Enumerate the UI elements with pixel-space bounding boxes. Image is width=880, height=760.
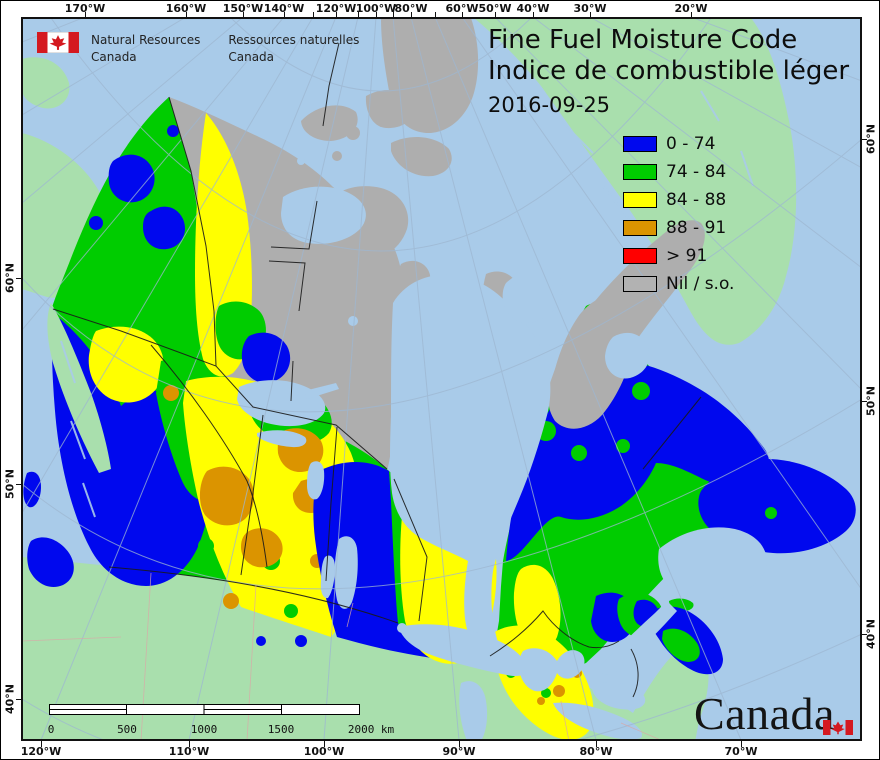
scale-label: 0 bbox=[47, 723, 55, 736]
map-title-fr: Indice de combustible léger bbox=[488, 56, 850, 86]
map-title-en: Fine Fuel Moisture Code bbox=[488, 25, 798, 55]
legend-row: > 91 bbox=[623, 242, 734, 270]
agency-name-fr-line2: Canada bbox=[228, 50, 275, 64]
legend-swatch-red bbox=[623, 248, 657, 264]
boundaries bbox=[52, 42, 702, 698]
scale-label: 1000 bbox=[190, 723, 218, 736]
legend-label: > 91 bbox=[666, 246, 708, 266]
legend-row: 74 - 84 bbox=[623, 158, 734, 186]
agency-signature: Natural Resources Canada Ressources natu… bbox=[36, 31, 387, 66]
scale-label: 1500 bbox=[267, 723, 295, 736]
legend-label: 88 - 91 bbox=[666, 218, 727, 238]
legend-label: 84 - 88 bbox=[666, 190, 727, 210]
wordmark-text: Canada bbox=[694, 688, 835, 739]
scale-label: 2000 km bbox=[347, 723, 395, 736]
wordmark-flag-icon bbox=[823, 693, 853, 746]
legend: 0 - 74 74 - 84 84 - 88 88 - 91 > 91 Nil … bbox=[623, 130, 734, 298]
lakes bbox=[237, 157, 768, 741]
scale-bar: 0 500 1000 1500 2000 km bbox=[47, 702, 394, 737]
graticule bbox=[22, 18, 862, 741]
canada-flag-icon bbox=[36, 31, 80, 58]
legend-swatch-green bbox=[623, 164, 657, 180]
canada-wordmark: Canada bbox=[694, 687, 853, 740]
agency-name-en-line1: Natural Resources bbox=[91, 33, 201, 47]
us-state-lines bbox=[22, 572, 664, 741]
scale-bar-graphic bbox=[49, 704, 360, 715]
map-title-block: Fine Fuel Moisture Code Indice de combus… bbox=[488, 25, 849, 121]
map-frame bbox=[21, 17, 862, 741]
legend-label: 0 - 74 bbox=[666, 134, 716, 154]
legend-row: 0 - 74 bbox=[623, 130, 734, 158]
foreign-land bbox=[22, 18, 797, 741]
legend-label: 74 - 84 bbox=[666, 162, 727, 182]
agency-name-en-line2: Canada bbox=[91, 50, 137, 64]
legend-row: 84 - 88 bbox=[623, 186, 734, 214]
legend-row: Nil / s.o. bbox=[623, 270, 734, 298]
legend-swatch-orange bbox=[623, 220, 657, 236]
legend-label: Nil / s.o. bbox=[666, 274, 735, 294]
legend-swatch-blue bbox=[623, 136, 657, 152]
legend-swatch-nil bbox=[623, 276, 657, 292]
scale-bar-labels: 0 500 1000 1500 2000 km bbox=[47, 723, 394, 737]
legend-swatch-yellow bbox=[623, 192, 657, 208]
legend-row: 88 - 91 bbox=[623, 214, 734, 242]
bc-coast-fjords bbox=[60, 340, 96, 518]
map-date: 2016-09-25 bbox=[488, 93, 611, 117]
scale-label: 500 bbox=[117, 723, 137, 736]
agency-name-fr-line1: Ressources naturelles bbox=[228, 33, 360, 47]
